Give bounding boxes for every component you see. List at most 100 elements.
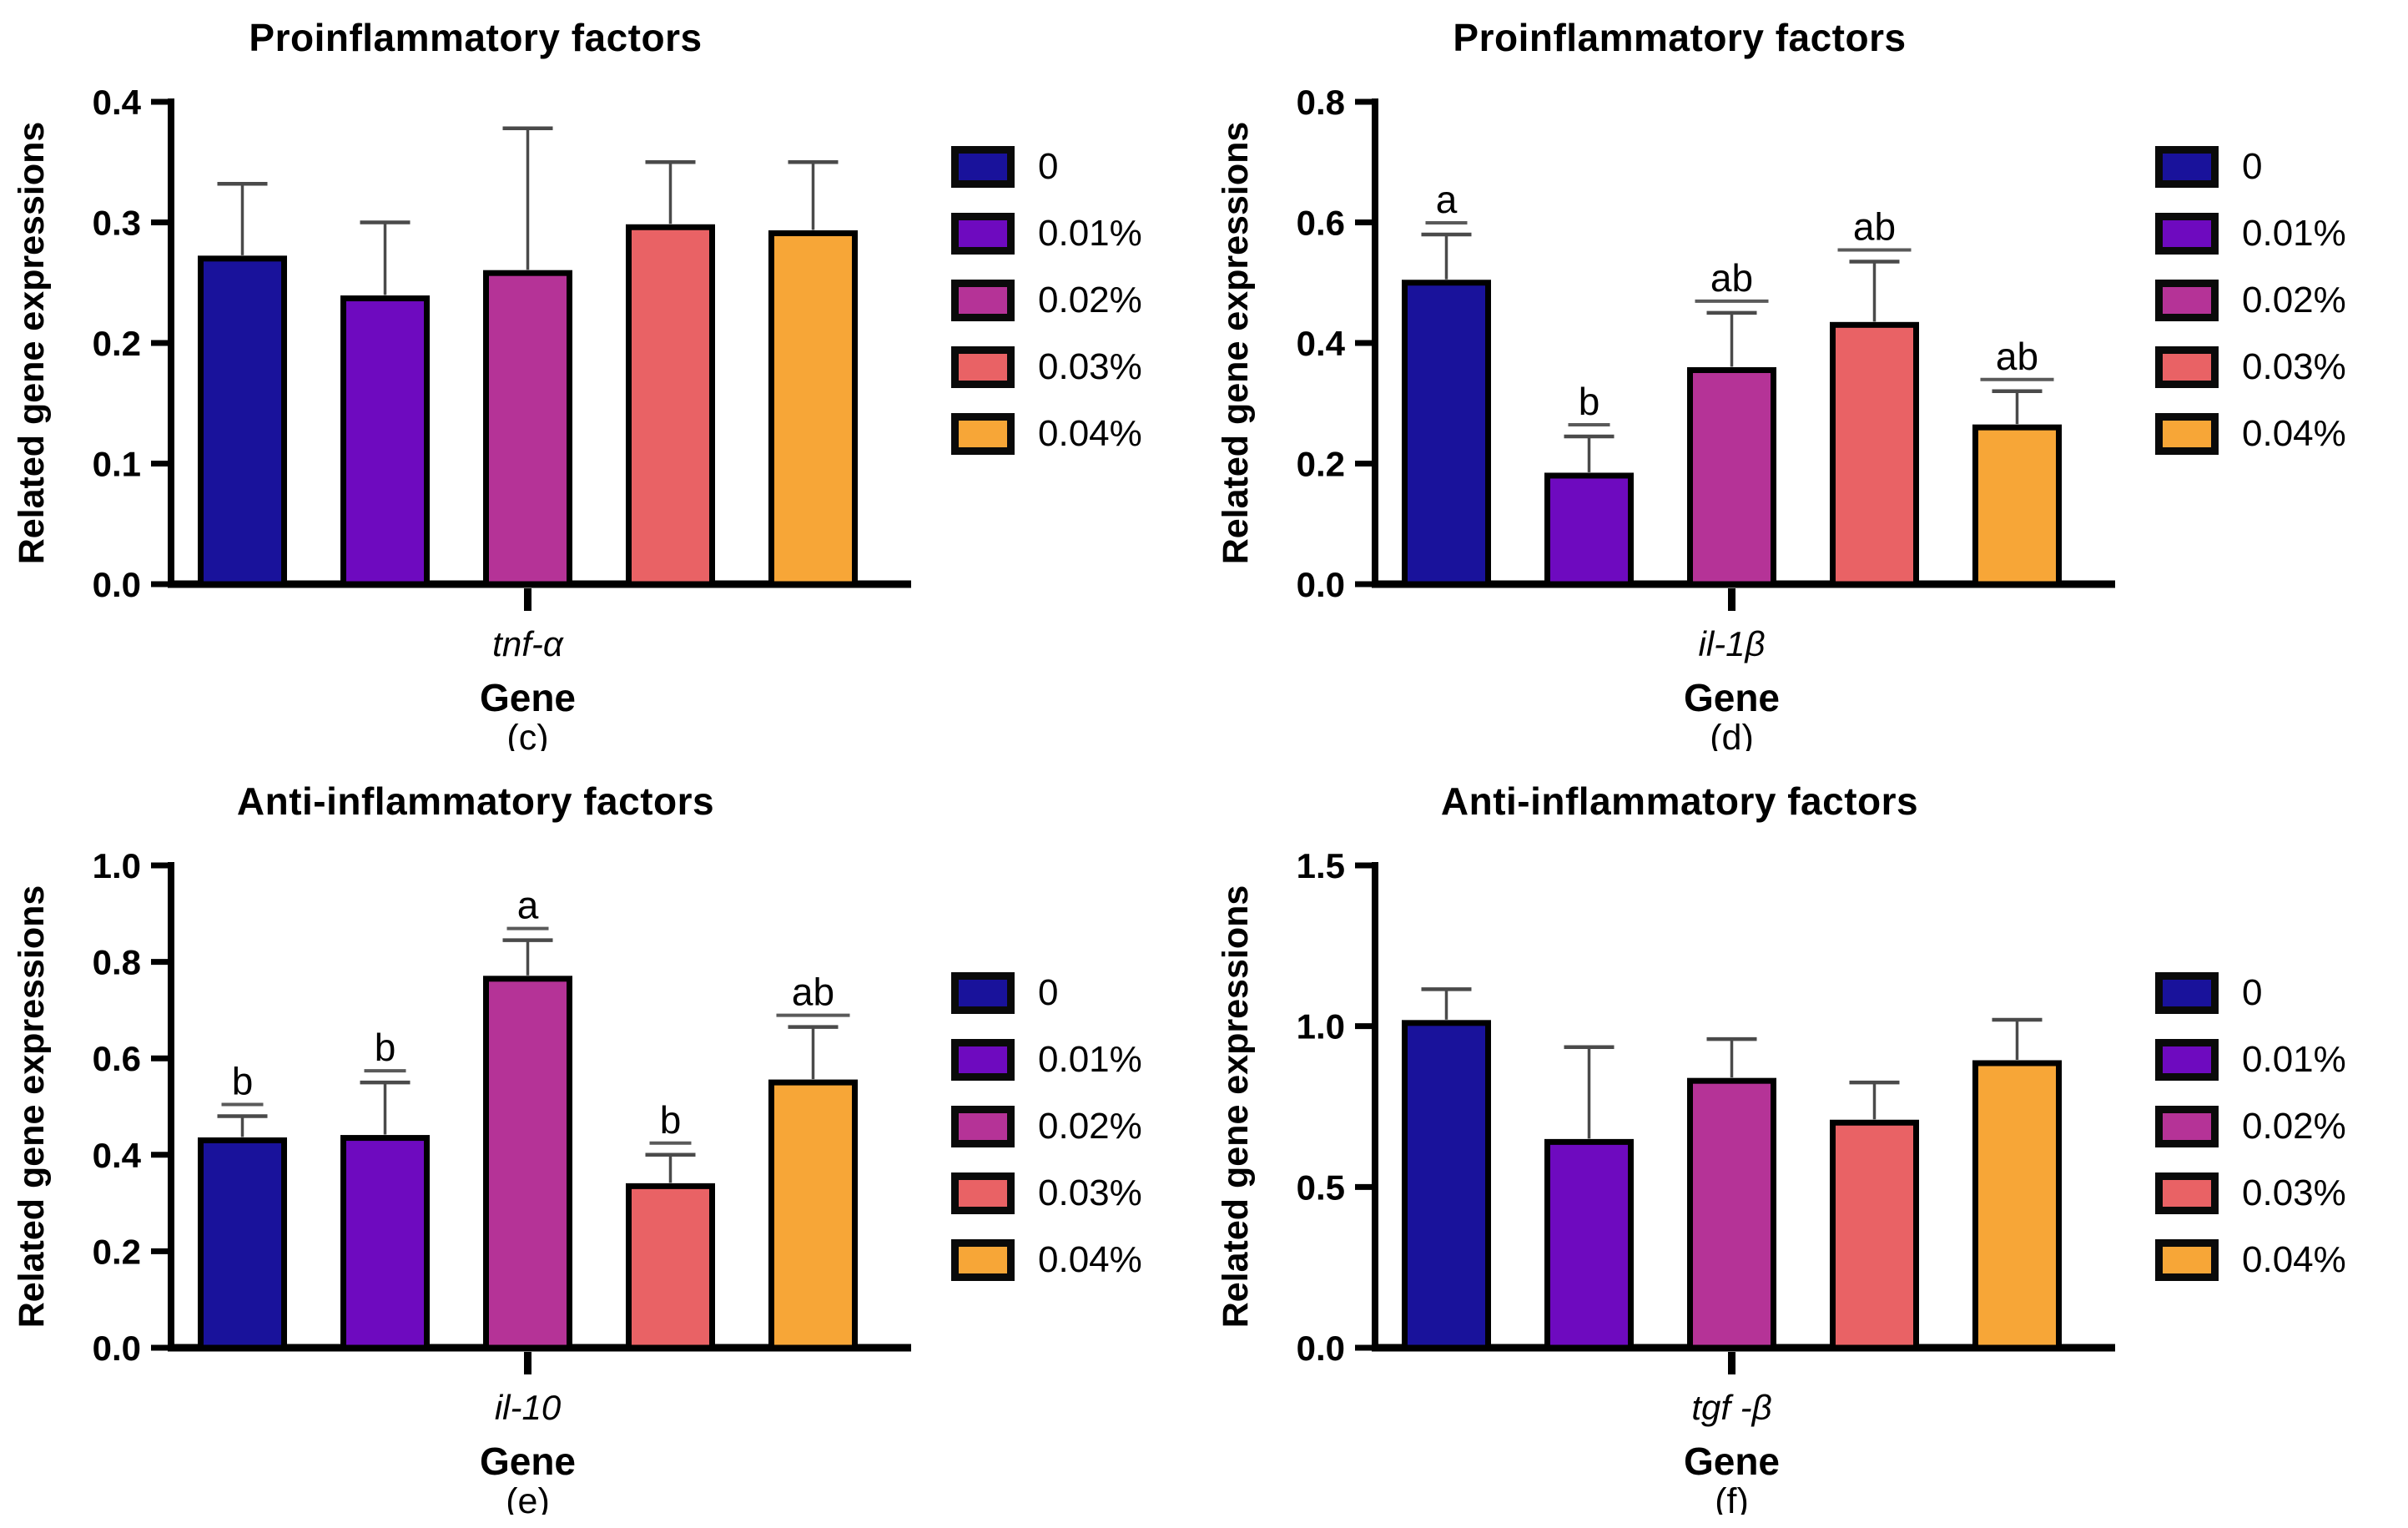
legend-label: 0.01% — [2242, 1039, 2346, 1080]
y-tick-label: 0.5 — [1297, 1167, 1345, 1207]
legend-label: 0.03% — [1038, 1172, 1142, 1213]
panel-letter: (d) — [1710, 718, 1754, 751]
legend-item: 0.04% — [2155, 413, 2397, 455]
y-axis-title: Related gene expressions — [12, 885, 52, 1329]
legend-item: 0 — [951, 972, 1193, 1014]
bar — [1972, 1060, 2062, 1351]
legend-swatch — [951, 146, 1015, 188]
panel-title: Anti-inflammatory factors — [1440, 779, 1919, 823]
bar — [483, 270, 572, 587]
legend-swatch — [951, 346, 1015, 388]
legend: 0 0.01% 0.02% 0.03% 0.04% — [2155, 0, 2397, 480]
bar-chart-svg: 0.0 0.2 0.4 0.6 0.8 1.0 Related gene expressio… — [12, 846, 911, 1515]
bar — [768, 1079, 858, 1351]
x-axis-title: Gene — [1684, 1440, 1780, 1483]
gene-label: il-1β — [1698, 624, 1765, 663]
legend-label: 0.03% — [1038, 346, 1142, 387]
bar — [483, 976, 572, 1351]
y-tick-label: 0.4 — [93, 83, 142, 122]
legend-swatch — [951, 1039, 1015, 1081]
y-axis-title: Related gene expressions — [1216, 885, 1256, 1329]
sig-letter: ab — [792, 971, 834, 1014]
bar — [768, 230, 858, 587]
legend-item: 0.04% — [951, 1239, 1193, 1281]
bar — [340, 1135, 430, 1351]
legend-label: 0.04% — [2242, 413, 2346, 454]
legend: 0 0.01% 0.02% 0.03% 0.04% — [951, 764, 1193, 1306]
legend-label: 0.01% — [1038, 1039, 1142, 1080]
chart-column-f: Anti-inflammatory factors 0.0 0.5 1.0 1.5 Re… — [1204, 764, 2155, 1515]
sig-letter: b — [1579, 380, 1600, 423]
legend-label: 0.01% — [2242, 213, 2346, 254]
bar — [1830, 1119, 1919, 1351]
panel-title: Anti-inflammatory factors — [236, 779, 715, 823]
legend-label: 0.04% — [1038, 1239, 1142, 1280]
y-tick-label: 0.3 — [93, 204, 141, 243]
x-axis-title: Gene — [1684, 676, 1780, 719]
legend-item: 0.01% — [951, 1039, 1193, 1081]
legend-label: 0.01% — [1038, 213, 1142, 254]
legend-item: 0 — [951, 146, 1193, 188]
x-axis-title: Gene — [480, 676, 576, 719]
panel-letter: (f) — [1715, 1481, 1749, 1515]
legend-item: 0.04% — [951, 413, 1193, 455]
legend-label: 0 — [2242, 146, 2263, 187]
legend-swatch — [951, 413, 1015, 455]
chart-column-c: Proinflammatory factors 0.0 0.1 0.2 0.3 0.4 R… — [0, 0, 951, 751]
legend-swatch — [2155, 1039, 2219, 1081]
legend-item: 0.01% — [2155, 1039, 2397, 1081]
bar-chart-svg: 0.0 0.1 0.2 0.3 0.4 Related gene expressions t… — [12, 83, 911, 751]
legend-label: 0.02% — [1038, 1106, 1142, 1147]
legend-swatch — [2155, 213, 2219, 255]
legend-swatch — [2155, 346, 2219, 388]
y-tick-label: 0.4 — [1297, 324, 1346, 363]
y-tick-label: 0.1 — [93, 445, 141, 484]
legend-swatch — [951, 213, 1015, 255]
y-tick-label: 0.2 — [93, 1232, 141, 1271]
panel-title: Proinflammatory factors — [1453, 16, 1907, 59]
legend-item: 0.02% — [2155, 280, 2397, 321]
legend-item: 0.03% — [2155, 346, 2397, 388]
gene-label: il-10 — [495, 1388, 562, 1427]
sig-letter: b — [375, 1026, 396, 1069]
y-tick-label: 1.0 — [93, 846, 141, 885]
y-tick-label: 0.4 — [93, 1136, 142, 1175]
y-tick-label: 1.5 — [1297, 846, 1345, 885]
sig-letter: a — [517, 884, 539, 927]
bar — [626, 1183, 715, 1351]
legend-item: 0.03% — [2155, 1172, 2397, 1214]
legend-swatch — [2155, 1239, 2219, 1281]
y-tick-label: 0.8 — [1297, 83, 1345, 122]
y-tick-label: 0.2 — [93, 324, 141, 363]
panel-e: Anti-inflammatory factors 0.0 0.2 0.4 0.6 0.… — [0, 764, 1204, 1528]
y-tick-label: 1.0 — [1297, 1007, 1345, 1046]
y-tick-label: 0.0 — [93, 1329, 141, 1368]
panel-d: Proinflammatory factors 0.0 0.2 0.4 0.6 0.8 R… — [1204, 0, 2408, 764]
legend-label: 0.03% — [2242, 1172, 2346, 1213]
legend-item: 0.02% — [2155, 1106, 2397, 1147]
bar — [340, 295, 430, 587]
y-tick-label: 0.2 — [1297, 445, 1345, 484]
chart-column-e: Anti-inflammatory factors 0.0 0.2 0.4 0.6 0.… — [0, 764, 951, 1515]
legend: 0 0.01% 0.02% 0.03% 0.04% — [951, 0, 1193, 480]
legend: 0 0.01% 0.02% 0.03% 0.04% — [2155, 764, 2397, 1306]
legend-item: 0 — [2155, 146, 2397, 188]
legend-swatch — [951, 1172, 1015, 1214]
legend-item: 0 — [2155, 972, 2397, 1014]
sig-letter: ab — [1710, 256, 1753, 300]
bar — [1687, 367, 1776, 587]
y-tick-label: 0.0 — [1297, 1329, 1345, 1368]
x-axis-title: Gene — [480, 1440, 576, 1483]
legend-label: 0 — [2242, 972, 2263, 1013]
sig-letter: b — [660, 1098, 682, 1142]
bar — [626, 224, 715, 587]
legend-label: 0 — [1038, 972, 1059, 1013]
bar — [198, 255, 287, 587]
y-tick-label: 0.6 — [93, 1039, 141, 1078]
y-axis-title: Related gene expressions — [12, 122, 52, 565]
legend-item: 0.02% — [951, 280, 1193, 321]
gene-label: tnf-α — [492, 624, 564, 663]
legend-swatch — [2155, 413, 2219, 455]
bar — [1402, 1020, 1491, 1351]
